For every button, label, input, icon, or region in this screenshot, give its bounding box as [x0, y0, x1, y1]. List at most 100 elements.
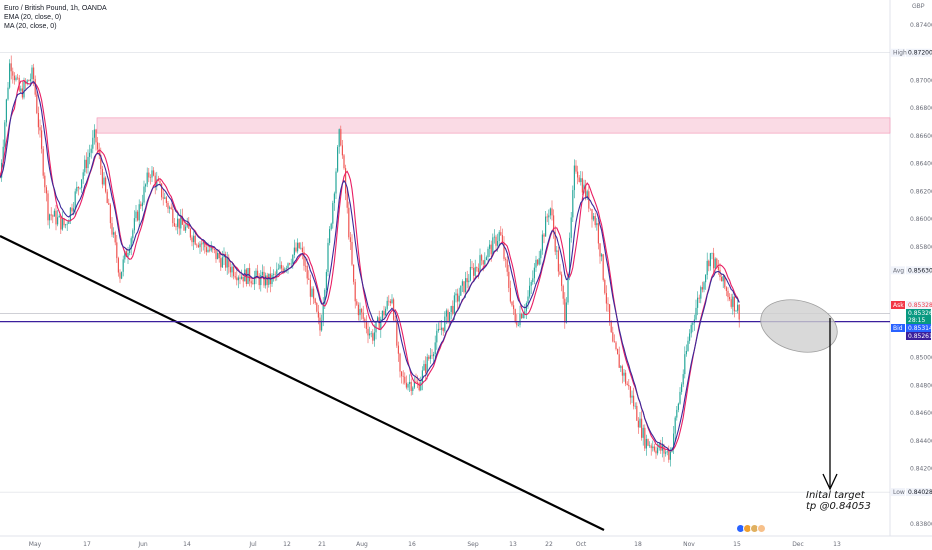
candle-body — [295, 247, 297, 252]
candle-body — [172, 209, 174, 224]
ema-legend[interactable]: EMA (20, close, 0) — [4, 14, 62, 21]
candle-body — [357, 304, 359, 316]
candle-body — [668, 451, 670, 460]
price-tag — [906, 48, 931, 57]
candle-body — [657, 447, 659, 454]
candle-body — [185, 226, 187, 231]
candle-body — [74, 191, 76, 209]
candle-body — [639, 418, 641, 428]
candle-body — [602, 254, 604, 280]
candle-body — [213, 249, 215, 250]
candle-body — [119, 272, 121, 279]
events-badge-icon[interactable] — [736, 524, 770, 533]
symbol-title[interactable]: Euro / British Pound, 1h, OANDA — [4, 5, 107, 12]
candle-body — [714, 258, 716, 269]
candle-body — [522, 313, 524, 319]
candle-body — [2, 146, 4, 163]
candle-body — [553, 215, 555, 233]
candle-body — [541, 234, 543, 251]
candle-body — [703, 282, 705, 290]
candle-body — [397, 345, 399, 354]
candle-body — [449, 312, 451, 323]
y-tick-label: 0.83800 — [910, 521, 932, 528]
candle-body — [370, 333, 372, 334]
candle-body — [364, 318, 366, 322]
candle-body — [149, 177, 151, 179]
candle-body — [202, 242, 204, 245]
candle-body — [569, 237, 571, 275]
candle-body — [191, 237, 193, 243]
price-tag-label-box — [891, 488, 905, 497]
candle-body — [466, 278, 468, 283]
price-tag-value: 0.85314 — [908, 325, 932, 332]
x-tick-label: 13 — [509, 541, 517, 548]
candle-body — [487, 248, 489, 258]
candle-body — [628, 384, 630, 387]
candle-body — [599, 243, 601, 257]
price-tag-label: Bid — [893, 325, 903, 332]
candle-body — [372, 333, 374, 341]
candle-body — [495, 236, 497, 246]
candle-body — [45, 187, 47, 194]
candle-body — [220, 258, 222, 268]
candle-body — [636, 405, 638, 421]
candle-body — [421, 370, 423, 383]
candle-body — [181, 216, 183, 225]
candle-body — [705, 275, 707, 283]
candle-body — [445, 310, 447, 317]
candle-body — [348, 207, 350, 238]
candle-body — [65, 224, 67, 226]
candle-body — [69, 207, 71, 221]
candle-body — [329, 229, 331, 243]
candle-body — [194, 235, 196, 245]
candle-body — [55, 210, 57, 225]
candle-body — [154, 175, 156, 187]
candle-body — [489, 244, 491, 249]
candle-body — [241, 276, 243, 279]
time-axis[interactable]: May 17 Jun 14 Jul 12 21 Aug 16 Sep 13 22 Oct 18 Nov 15 D… — [29, 541, 841, 548]
candle-body — [711, 253, 713, 254]
candle-body — [250, 281, 252, 284]
candle-body — [140, 204, 142, 207]
candle-body — [373, 332, 375, 341]
candle-body — [738, 304, 740, 320]
candle-body — [175, 226, 177, 227]
x-tick-label: Nov — [683, 541, 695, 548]
candle-body — [178, 218, 180, 229]
candle-body — [695, 307, 697, 320]
candle-body — [621, 366, 623, 376]
candle-body — [183, 224, 185, 231]
candle-body — [247, 268, 249, 284]
candle-body — [634, 405, 636, 407]
candle-body — [215, 249, 217, 260]
candle-body — [237, 277, 239, 281]
candle-body — [151, 170, 153, 178]
x-tick-label: May — [29, 541, 42, 548]
ma-legend[interactable]: MA (20, close, 0) — [4, 23, 57, 30]
x-tick-label: 18 — [634, 541, 642, 548]
candle-body — [567, 274, 569, 303]
candle-body — [165, 197, 167, 203]
candle-body — [447, 310, 449, 323]
candle-body — [39, 127, 41, 131]
candle-body — [212, 247, 214, 250]
candle-body — [225, 254, 227, 268]
candle-body — [404, 376, 406, 383]
candle-body — [501, 235, 503, 243]
candle-body — [156, 179, 158, 187]
price-tag-label: Low — [893, 489, 905, 496]
candle-body — [327, 242, 329, 272]
price-tag-value: 0.85261 — [908, 333, 932, 340]
x-tick-label: 22 — [545, 541, 553, 548]
candle-body — [649, 445, 651, 447]
candle-body — [129, 249, 131, 253]
candle-body — [676, 409, 678, 418]
candle-body — [277, 268, 279, 270]
candle-body — [418, 383, 420, 391]
candle-body — [700, 287, 702, 299]
